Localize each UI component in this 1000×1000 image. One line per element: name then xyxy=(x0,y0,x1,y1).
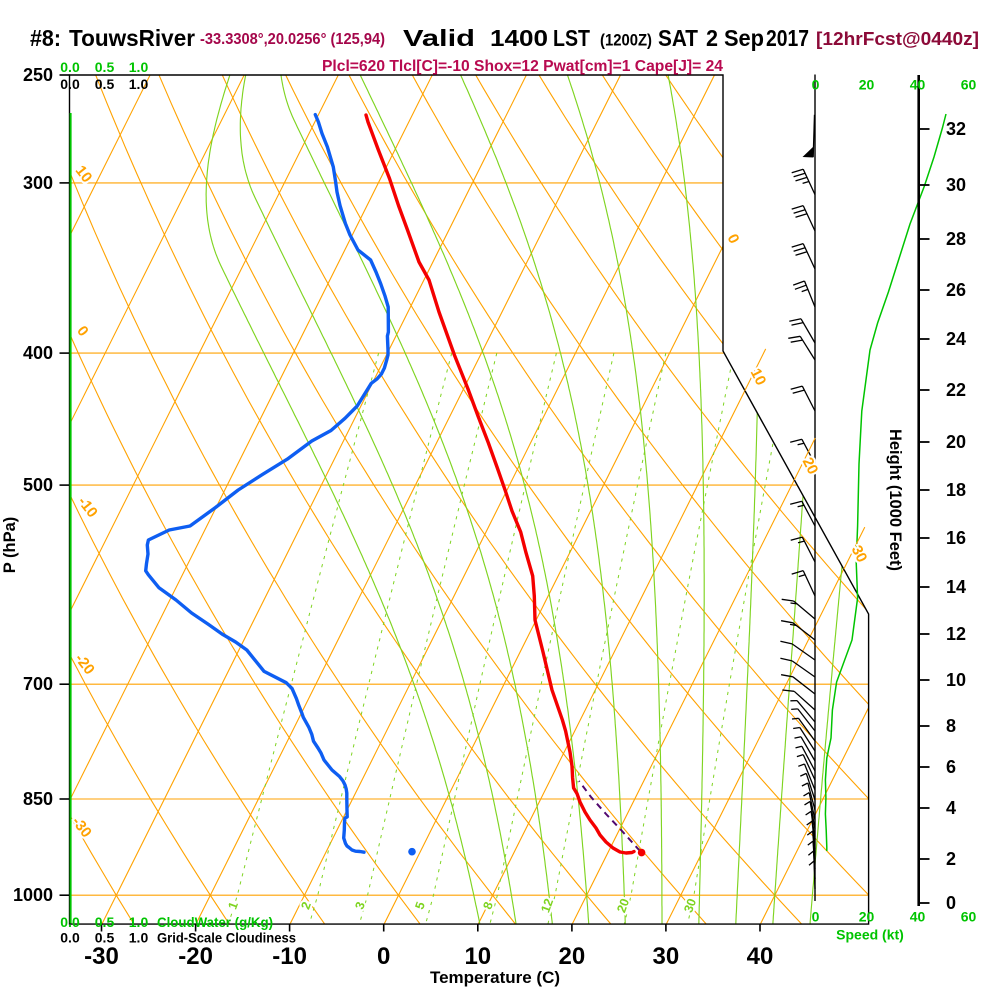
svg-text:Plcl=620 Tlcl[C]=-10 Shox=12 P: Plcl=620 Tlcl[C]=-10 Shox=12 Pwat[cm]=1 … xyxy=(322,58,723,75)
svg-text:4: 4 xyxy=(946,798,956,818)
svg-text:14: 14 xyxy=(946,577,966,597)
svg-text:#8:: #8: xyxy=(30,25,61,51)
svg-text:0.5: 0.5 xyxy=(95,59,115,75)
svg-text:500: 500 xyxy=(23,475,53,495)
svg-text:P (hPa): P (hPa) xyxy=(1,517,19,574)
svg-text:0: 0 xyxy=(946,893,956,913)
svg-text:18: 18 xyxy=(946,480,966,500)
svg-text:0: 0 xyxy=(812,77,820,93)
svg-text:1.0: 1.0 xyxy=(129,914,149,930)
svg-text:0.0: 0.0 xyxy=(60,930,80,946)
svg-text:1.0: 1.0 xyxy=(129,59,149,75)
svg-text:-20: -20 xyxy=(178,943,213,970)
svg-text:0.0: 0.0 xyxy=(60,914,80,930)
svg-text:2017: 2017 xyxy=(766,25,809,51)
svg-text:2: 2 xyxy=(946,849,956,869)
svg-text:Height (1000 Feet): Height (1000 Feet) xyxy=(886,429,904,571)
svg-text:Speed (kt): Speed (kt) xyxy=(836,927,904,943)
svg-text:8: 8 xyxy=(946,716,956,736)
svg-text:20: 20 xyxy=(559,943,586,970)
svg-text:20: 20 xyxy=(946,432,966,452)
svg-text:12: 12 xyxy=(946,624,966,644)
svg-text:10: 10 xyxy=(464,943,491,970)
svg-text:1400: 1400 xyxy=(490,25,548,51)
svg-text:Valid: Valid xyxy=(403,25,475,51)
svg-text:1.0: 1.0 xyxy=(129,76,149,92)
svg-text:(1200Z): (1200Z) xyxy=(600,31,652,50)
svg-text:26: 26 xyxy=(946,280,966,300)
svg-text:10: 10 xyxy=(946,670,966,690)
svg-text:20: 20 xyxy=(859,909,875,925)
svg-text:6: 6 xyxy=(946,757,956,777)
svg-text:Temperature (C): Temperature (C) xyxy=(430,968,560,987)
svg-text:24: 24 xyxy=(946,329,966,349)
svg-text:0: 0 xyxy=(377,943,390,970)
svg-text:0.0: 0.0 xyxy=(60,76,80,92)
svg-text:40: 40 xyxy=(747,943,774,970)
svg-text:SAT: SAT xyxy=(658,25,698,51)
svg-text:Grid-Scale Cloudiness: Grid-Scale Cloudiness xyxy=(157,931,296,946)
svg-text:60: 60 xyxy=(961,909,977,925)
svg-text:LST: LST xyxy=(553,25,590,51)
svg-text:CloudWater (g/Kg): CloudWater (g/Kg) xyxy=(157,915,273,930)
svg-text:700: 700 xyxy=(23,674,53,694)
svg-text:16: 16 xyxy=(946,528,966,548)
svg-text:-10: -10 xyxy=(272,943,307,970)
svg-text:0.5: 0.5 xyxy=(95,76,115,92)
svg-text:-33.3308°,20.0256° (125,94): -33.3308°,20.0256° (125,94) xyxy=(200,31,385,48)
svg-text:30: 30 xyxy=(653,943,680,970)
svg-text:250: 250 xyxy=(23,65,53,85)
svg-text:1.0: 1.0 xyxy=(129,930,149,946)
svg-text:1000: 1000 xyxy=(13,885,53,905)
svg-text:TouwsRiver: TouwsRiver xyxy=(69,25,195,51)
svg-text:30: 30 xyxy=(946,175,966,195)
svg-text:2: 2 xyxy=(706,25,718,51)
svg-text:0: 0 xyxy=(812,909,820,925)
svg-text:Sep: Sep xyxy=(724,25,764,51)
svg-text:0.5: 0.5 xyxy=(95,914,115,930)
svg-text:20: 20 xyxy=(859,77,875,93)
svg-text:22: 22 xyxy=(946,380,966,400)
svg-text:0.0: 0.0 xyxy=(60,59,80,75)
svg-text:[12hrFcst@0440z]: [12hrFcst@0440z] xyxy=(816,28,979,49)
svg-text:400: 400 xyxy=(23,343,53,363)
svg-text:40: 40 xyxy=(910,909,926,925)
svg-text:300: 300 xyxy=(23,173,53,193)
svg-text:32: 32 xyxy=(946,119,966,139)
svg-text:40: 40 xyxy=(910,77,926,93)
svg-text:850: 850 xyxy=(23,789,53,809)
svg-text:28: 28 xyxy=(946,229,966,249)
svg-text:60: 60 xyxy=(961,77,977,93)
svg-text:-30: -30 xyxy=(84,943,119,970)
svg-text:0.5: 0.5 xyxy=(95,930,115,946)
